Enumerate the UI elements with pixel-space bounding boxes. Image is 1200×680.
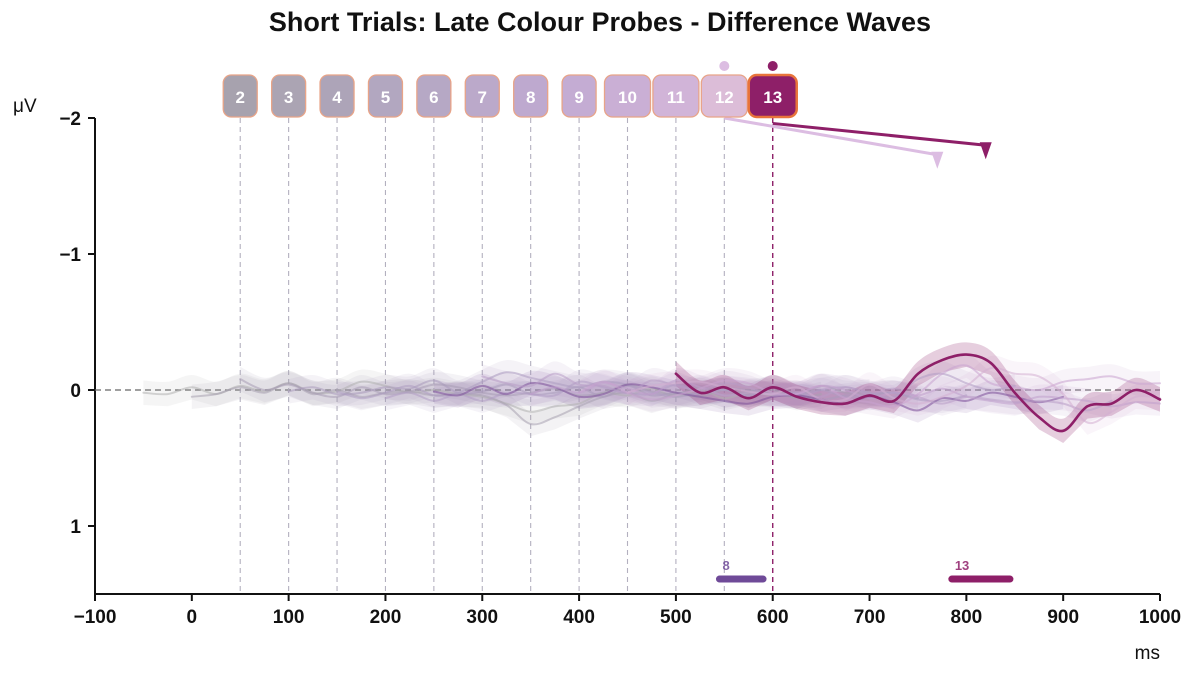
significance-bars: 8 13 — [715, 558, 1014, 583]
probe-box-9 — [561, 74, 597, 118]
error-band-12 — [627, 355, 1160, 435]
probe-box-label-6: 6 — [429, 88, 438, 107]
probe-box-label-2: 2 — [235, 88, 244, 107]
x-tick-label: 700 — [854, 607, 886, 628]
series-line-11 — [578, 364, 1161, 408]
x-tick-label: 600 — [757, 607, 789, 628]
x-tick-label: 500 — [660, 607, 692, 628]
probe-box-5 — [367, 74, 404, 118]
probe-box-13 — [747, 73, 798, 119]
probe-box-label-5: 5 — [381, 88, 390, 107]
series-line-13 — [674, 353, 1162, 433]
peak-marker-head-12 — [931, 151, 944, 169]
probe-box-label-4: 4 — [332, 88, 342, 107]
probe-dot-12 — [719, 61, 730, 71]
x-tick-label: 900 — [1047, 607, 1079, 628]
significance-label-13: 13 — [955, 558, 969, 573]
x-tick-label: 1000 — [1139, 607, 1181, 628]
probe-box-label-11: 11 — [667, 88, 685, 107]
error-band-11 — [579, 352, 1160, 419]
y-tick-label: −2 — [59, 109, 81, 130]
probe-boxes: 2 3 4 5 6 7 8 9 10 11 12 13 — [222, 61, 798, 119]
probe-box-12 — [700, 74, 748, 118]
probe-box-label-8: 8 — [526, 88, 535, 107]
peak-marker-head-13 — [979, 142, 992, 160]
x-tick-label: 0 — [187, 607, 198, 628]
x-tick-label: 400 — [563, 607, 595, 628]
probe-onset-lines — [239, 118, 774, 594]
x-tick-label: −100 — [74, 607, 117, 628]
probe-box-label-13: 13 — [763, 88, 782, 107]
probe-box-label-12: 12 — [715, 88, 734, 107]
peak-markers — [724, 116, 992, 169]
x-tick-label: 100 — [273, 607, 305, 628]
series-lines — [142, 353, 1162, 433]
probe-box-label-9: 9 — [574, 88, 583, 107]
probe-box-10 — [603, 74, 652, 118]
y-tick-label: 0 — [70, 381, 81, 402]
probe-box-4 — [319, 74, 355, 118]
significance-label-8: 8 — [722, 558, 729, 573]
probe-box-7 — [464, 74, 500, 118]
y-tick-label: −1 — [59, 245, 81, 266]
x-axis-unit: ms — [1135, 643, 1160, 664]
probe-box-label-3: 3 — [284, 88, 293, 107]
error-band-8 — [433, 370, 1064, 423]
probe-dot-13 — [767, 61, 778, 71]
y-axis-unit: μV — [13, 96, 37, 117]
x-tick-label: 300 — [466, 607, 498, 628]
probe-box-label-7: 7 — [478, 88, 487, 107]
probe-box-2 — [222, 74, 258, 118]
probe-box-8 — [513, 74, 549, 118]
probe-box-3 — [270, 74, 307, 118]
series-line-12 — [626, 366, 1161, 425]
peak-marker-line-13 — [772, 121, 986, 147]
peak-marker-line-12 — [724, 116, 938, 157]
y-tick-label: 1 — [70, 517, 81, 538]
x-tick-label: 200 — [370, 607, 402, 628]
chart-title: Short Trials: Late Colour Probes - Diffe… — [269, 7, 931, 37]
probe-box-6 — [416, 74, 452, 118]
probe-box-11 — [652, 74, 700, 118]
x-tick-label: 800 — [951, 607, 983, 628]
series-line-9 — [481, 372, 1113, 412]
probe-box-label-10: 10 — [618, 88, 637, 107]
